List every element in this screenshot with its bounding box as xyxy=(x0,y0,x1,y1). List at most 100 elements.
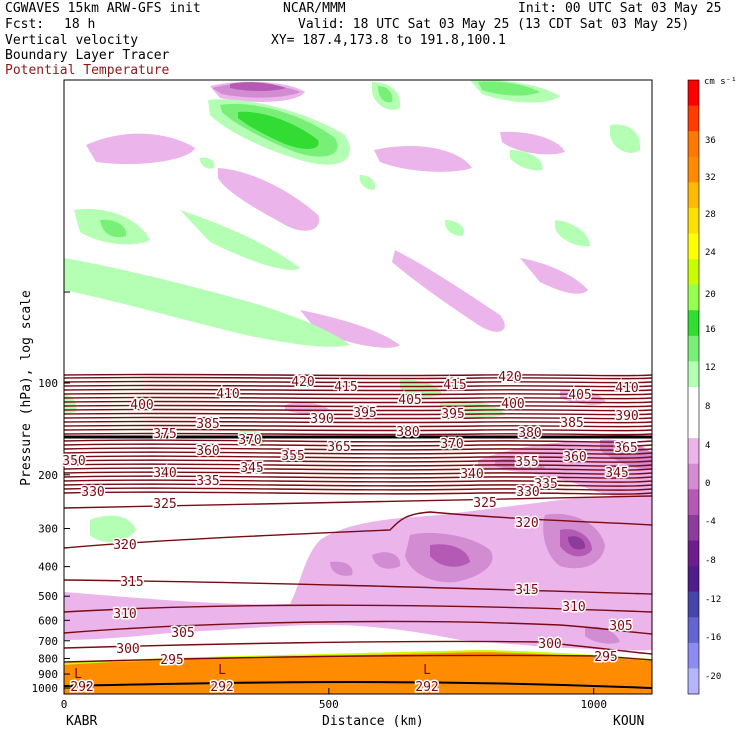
y-tick-label: 1000 xyxy=(32,682,59,695)
theta-contour xyxy=(64,620,652,635)
theta-label: 415 xyxy=(334,380,357,395)
theta-label: 385 xyxy=(196,417,219,432)
theta-contour xyxy=(64,428,652,432)
y-tick-label: 900 xyxy=(38,668,58,681)
theta-label: 335 xyxy=(534,477,557,492)
init-time: Init: 00 UTC Sat 03 May 25 xyxy=(518,1,722,16)
theta-label: 370 xyxy=(440,437,463,452)
theta-label: 350 xyxy=(62,454,85,469)
low-pressure-label: L xyxy=(423,663,431,678)
colorbar-label: -20 xyxy=(705,672,721,682)
theta-contour xyxy=(64,511,652,549)
theta-label: 365 xyxy=(327,440,350,455)
y-tick-label: 600 xyxy=(38,614,58,627)
theta-label: 360 xyxy=(196,444,219,459)
colorbar-swatch xyxy=(688,259,699,286)
theta-label: 335 xyxy=(196,474,219,489)
colorbar-swatch xyxy=(688,335,699,362)
theta-label-layer: 420 415 415 420 410 405 405 410 400 400 390 395 395 3… xyxy=(61,369,640,697)
theta-contour xyxy=(64,579,652,595)
theta-label: 292 xyxy=(210,680,233,695)
colorbar-swatch xyxy=(688,361,699,388)
theta-label: 310 xyxy=(113,607,136,622)
colorbar-swatch xyxy=(688,642,699,669)
shading-layer xyxy=(64,80,652,694)
colorbar-label: -4 xyxy=(705,517,716,527)
theta-label: 410 xyxy=(615,381,638,396)
theta-contour xyxy=(64,467,652,471)
colorbar-label: 8 xyxy=(705,402,710,412)
theta-contour xyxy=(64,439,652,443)
theta-contour xyxy=(64,491,652,495)
colorbar-label: 24 xyxy=(705,248,716,258)
colorbar-swatch xyxy=(688,105,699,132)
low-pressure-label: L xyxy=(74,667,82,682)
theta-contour xyxy=(64,384,652,388)
theta-contour xyxy=(64,408,652,412)
theta-label: 385 xyxy=(560,416,583,431)
field-vertical-velocity: Vertical velocity xyxy=(5,33,139,48)
theta-label: 300 xyxy=(538,637,561,652)
colorbar-swatch xyxy=(688,233,699,260)
theta-contour xyxy=(64,412,652,416)
colorbar-label: 12 xyxy=(705,363,716,373)
theta-label: 410 xyxy=(216,387,239,402)
colorbar-label: -8 xyxy=(705,556,716,566)
forecast-hours: 18 h xyxy=(64,17,96,32)
theta-label: 415 xyxy=(443,378,466,393)
theta-label: 320 xyxy=(515,516,538,531)
field-potential-temperature: Potential Temperature xyxy=(5,63,170,78)
theta-contour xyxy=(64,455,652,459)
colorbar-label: 4 xyxy=(705,441,710,451)
theta-contour xyxy=(64,459,652,463)
x-tick-label: 0 xyxy=(61,698,68,711)
theta-label: 355 xyxy=(281,449,304,464)
theta-contour xyxy=(64,404,652,408)
colorbar-swatch xyxy=(688,566,699,593)
colorbar-swatch xyxy=(688,310,699,337)
colorbar-label: 32 xyxy=(705,173,716,183)
theta-contour xyxy=(64,388,652,392)
theta-contour xyxy=(64,376,652,380)
colorbar-label: -16 xyxy=(705,633,721,643)
theta-label: 380 xyxy=(518,426,541,441)
theta-label: 420 xyxy=(291,375,314,390)
theta-contour xyxy=(64,396,652,400)
theta-contour xyxy=(64,483,652,487)
theta-contour xyxy=(64,640,652,655)
plot-frame xyxy=(63,79,653,695)
theta-contour xyxy=(64,475,652,479)
colorbar-swatch xyxy=(688,412,699,439)
colorbar-swatch xyxy=(688,387,699,414)
theta-contour xyxy=(64,487,652,491)
theta-label: 400 xyxy=(130,398,153,413)
colorbar-swatch xyxy=(688,540,699,567)
colorbar-swatch xyxy=(688,438,699,465)
theta-contour xyxy=(64,380,652,384)
theta-contour xyxy=(64,604,652,613)
boundary-layer-fill xyxy=(64,651,652,694)
colorbar-swatch xyxy=(688,591,699,618)
colorbar-swatch xyxy=(688,207,699,234)
theta-contour xyxy=(64,392,652,396)
theta-label: 365 xyxy=(614,441,637,456)
theta-label: 315 xyxy=(515,583,538,598)
theta-contour xyxy=(64,432,652,436)
model-title: CGWAVES 15km ARW-GFS init xyxy=(5,1,201,16)
theta-label: 345 xyxy=(240,461,263,476)
colorbar-swatch xyxy=(688,131,699,158)
theta-contour xyxy=(64,447,652,451)
theta-label: 340 xyxy=(460,467,483,482)
theta-label: 405 xyxy=(568,388,591,403)
colorbar-unit: cm s⁻¹ xyxy=(704,77,737,87)
theta-contour xyxy=(64,463,652,467)
theta-contour xyxy=(64,416,652,420)
colorbar-label: -12 xyxy=(705,595,721,605)
theta-contour xyxy=(64,654,652,663)
colorbar: cm s⁻¹ 36 32 28 24 20 16 12 8 4 0 -4 -8 -12 -16 -20 xyxy=(687,77,737,695)
axis-layer: 0 500 10001002003004005006007008009001000P… xyxy=(19,290,607,711)
y-tick-label: 800 xyxy=(38,652,58,665)
colorbar-swatch xyxy=(688,668,699,695)
x-tick-label: 1000 xyxy=(580,698,607,711)
theta-label: 330 xyxy=(516,485,539,500)
